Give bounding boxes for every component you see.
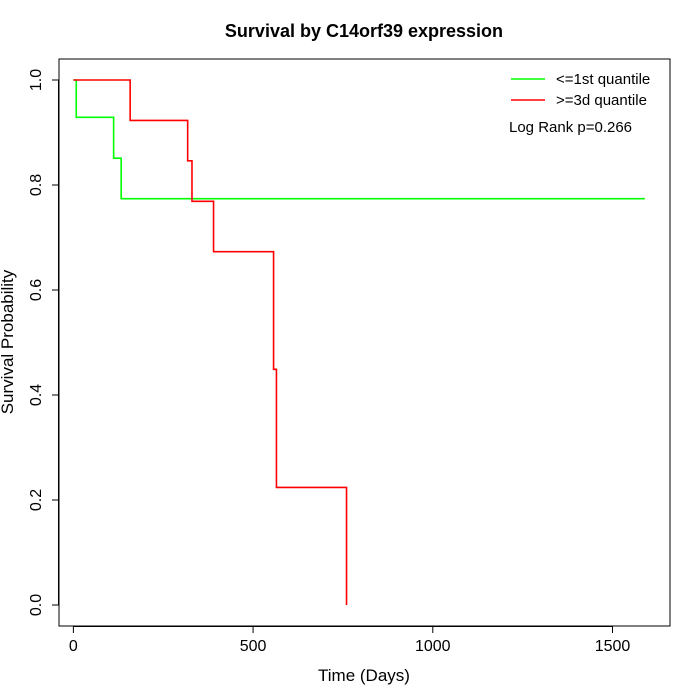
series-line-2: [73, 79, 348, 605]
series-layer: [73, 79, 645, 605]
x-axis-title: Time (Days): [318, 666, 410, 685]
y-tick-label: 0.2: [28, 489, 45, 511]
plot-area: [58, 58, 671, 627]
chart-title: Survival by C14orf39 expression: [225, 21, 503, 41]
y-tick-label: 0.6: [28, 279, 45, 301]
x-tick-label: 0: [69, 638, 78, 655]
x-tick-label: 500: [240, 638, 267, 655]
legend-label-1: <=1st quantile: [556, 71, 650, 88]
y-tick-label: 0.4: [28, 384, 45, 406]
x-tick-label: 1000: [415, 638, 451, 655]
log-rank-annotation: Log Rank p=0.266: [509, 119, 632, 136]
y-tick-label: 0.8: [28, 174, 45, 196]
y-tick-label: 1.0: [28, 69, 45, 91]
legend-label-2: >=3d quantile: [556, 92, 647, 109]
x-axis: 0 500 1000 1500: [69, 626, 630, 655]
series-line-1: [73, 79, 645, 200]
x-tick-label: 1500: [595, 638, 631, 655]
legend: <=1st quantile >=3d quantile: [511, 71, 650, 109]
y-axis: 0.0 0.2 0.4 0.6 0.8 1.0: [28, 69, 59, 616]
y-axis-title: Survival Probability: [0, 269, 17, 414]
y-tick-label: 0.0: [28, 594, 45, 616]
